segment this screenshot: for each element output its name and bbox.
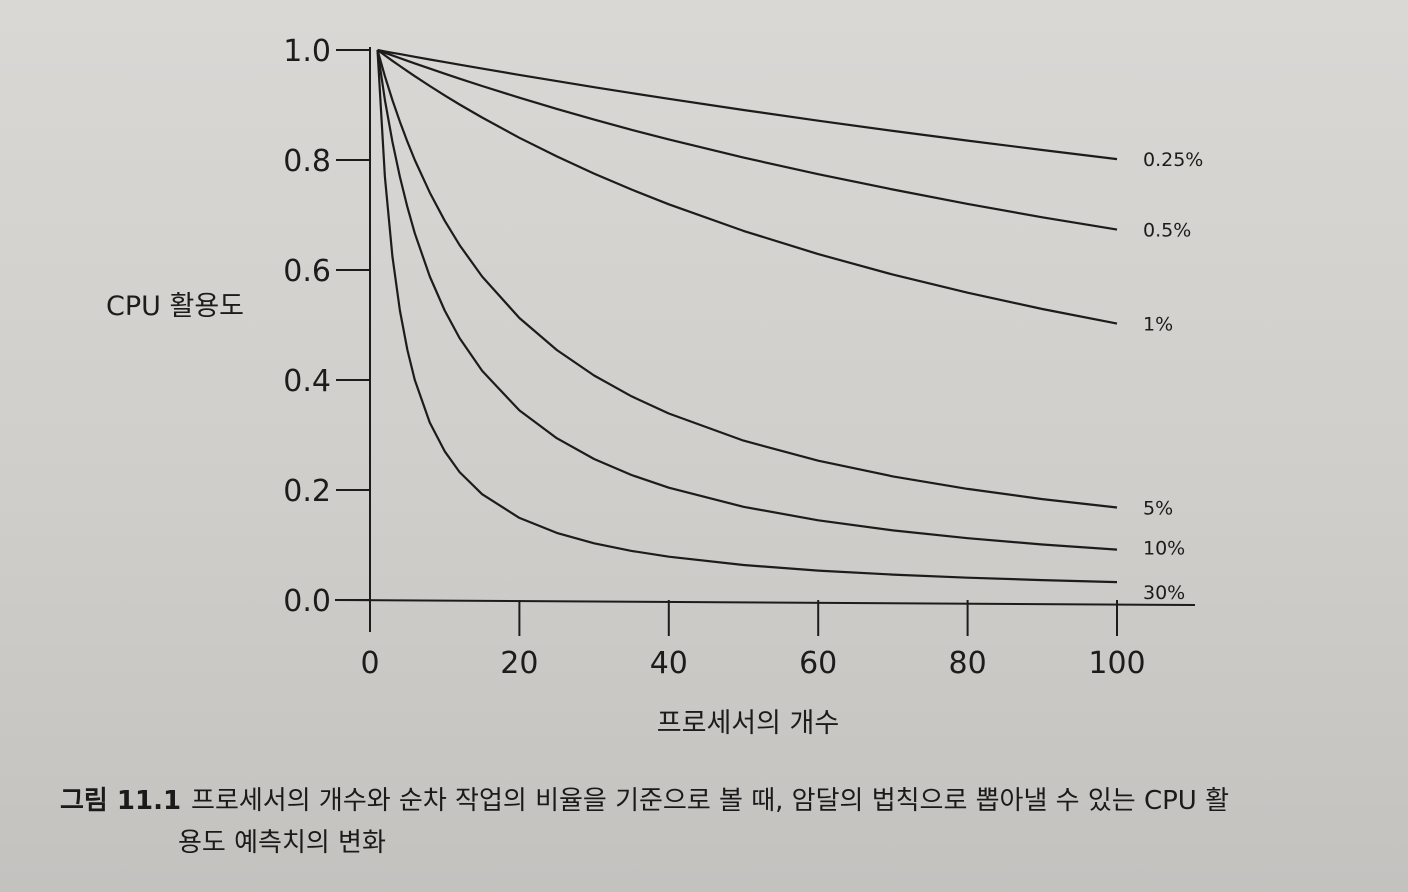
series-label: 0.25%: [1143, 149, 1203, 171]
series-line-3: [376, 49, 1118, 509]
series-label: 30%: [1143, 582, 1185, 604]
series-line-5: [376, 49, 1118, 584]
series-label: 5%: [1143, 498, 1173, 520]
x-tick-label: 60: [799, 646, 837, 681]
series-line-4: [376, 49, 1118, 551]
figure-caption: 그림 11.1 프로세서의 개수와 순차 작업의 비율을 기준으로 볼 때, 암달…: [60, 780, 1360, 864]
x-axis-line: [334, 599, 1196, 606]
x-tick-label: 40: [650, 646, 688, 681]
series-line-2: [376, 49, 1118, 325]
series-label: 10%: [1143, 538, 1185, 560]
amdahl-chart: 0.0 0.2 0.4 0.6 0.8 1.0 0 20 40 60 80 100 0.25% 0.5%…: [106, 34, 1203, 739]
y-tick-label: 1.0: [283, 34, 331, 69]
x-tick-label: 20: [500, 646, 538, 681]
chart-ticks: 0.0 0.2 0.4 0.6 0.8 1.0 0 20 40 60 80 100: [283, 34, 1145, 681]
x-axis-title: 프로세서의 개수: [657, 708, 839, 739]
x-tick-label: 100: [1088, 646, 1145, 681]
y-tick-label: 0.4: [283, 364, 331, 399]
chart-axes: [334, 47, 1196, 632]
series-line-0: [377, 48, 1118, 161]
x-tick-label: 80: [949, 646, 987, 681]
y-tick-label: 0.0: [283, 584, 331, 619]
y-tick-label: 0.8: [283, 144, 331, 179]
series-label: 0.5%: [1143, 220, 1191, 242]
caption-line-1: 프로세서의 개수와 순차 작업의 비율을 기준으로 볼 때, 암달의 법칙으로 …: [191, 786, 1230, 816]
chart-series: [376, 48, 1118, 584]
series-line-1: [377, 48, 1118, 231]
figure-number: 그림 11.1: [60, 786, 182, 816]
chart-series-labels: 0.25% 0.5% 1% 5% 10% 30%: [1143, 149, 1203, 604]
y-axis-title: CPU 활용도: [106, 291, 244, 322]
y-tick-label: 0.2: [283, 474, 331, 509]
y-tick-label: 0.6: [283, 254, 331, 289]
x-tick-label: 0: [360, 646, 379, 681]
series-label: 1%: [1143, 314, 1173, 336]
caption-line-2: 용도 예측치의 변화: [178, 828, 386, 858]
